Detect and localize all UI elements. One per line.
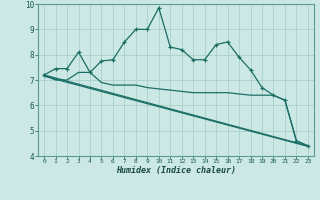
X-axis label: Humidex (Indice chaleur): Humidex (Indice chaleur): [116, 166, 236, 175]
